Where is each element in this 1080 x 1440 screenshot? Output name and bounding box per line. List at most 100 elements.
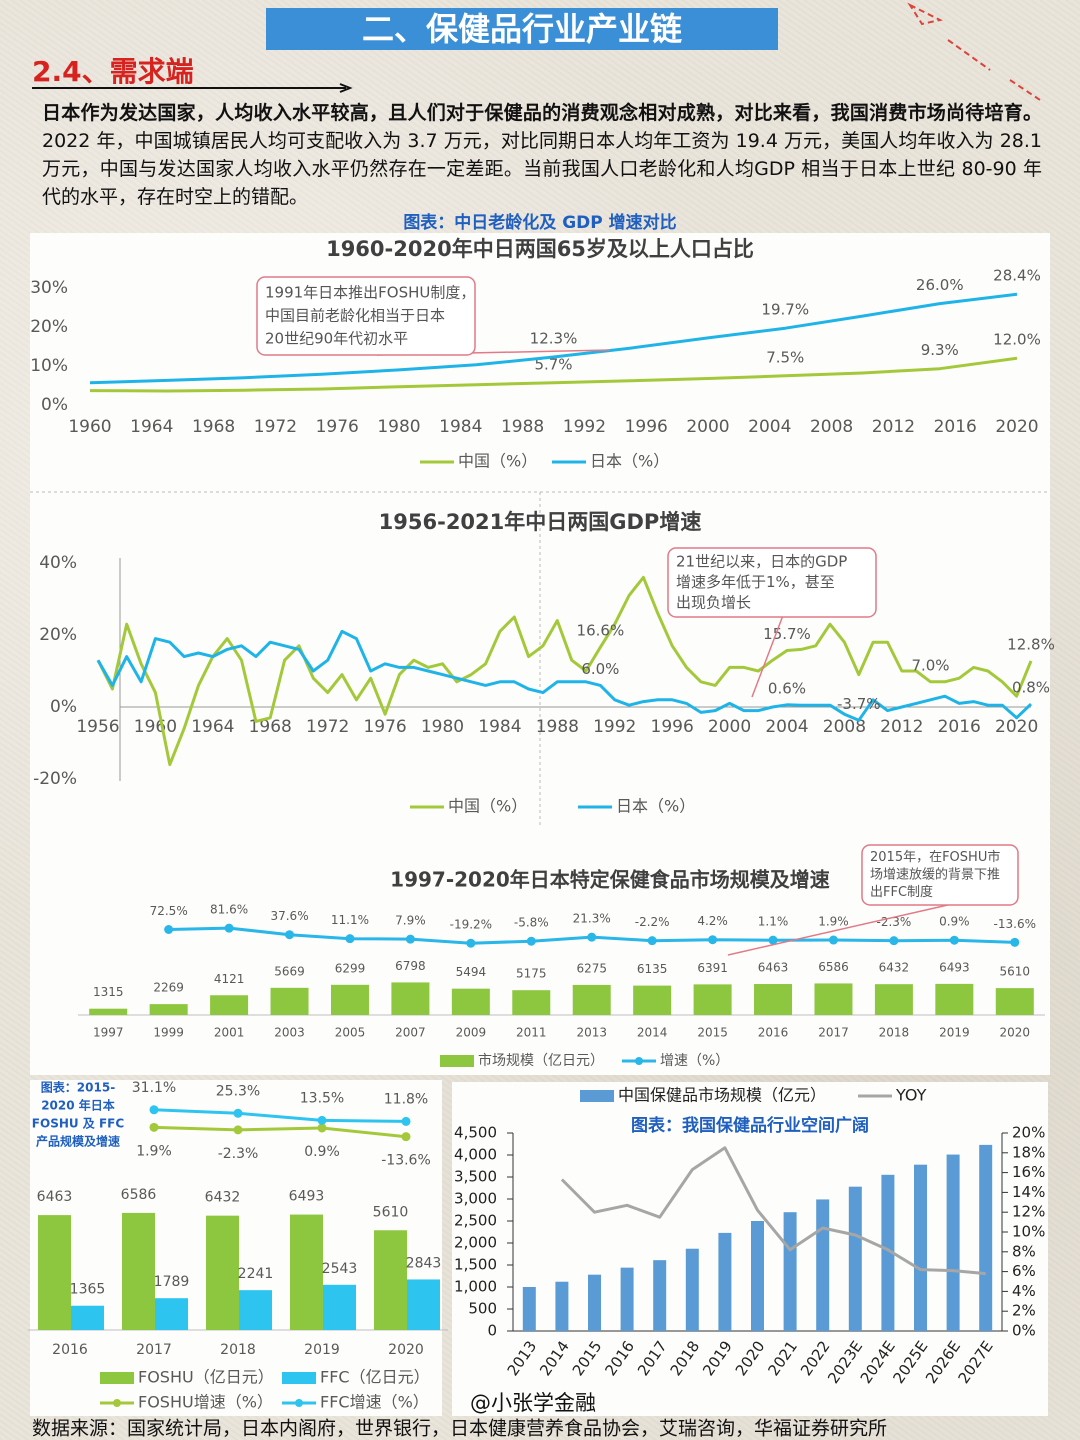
- bar: [572, 984, 611, 1015]
- data-label: 6463: [758, 961, 789, 975]
- bar: [122, 1212, 155, 1330]
- x-tick-label: 2020: [388, 1342, 424, 1358]
- data-label: 13.5%: [300, 1090, 344, 1106]
- x-tick-label: 1976: [316, 417, 359, 437]
- x-tick-label: 1992: [563, 417, 606, 437]
- data-label: 2269: [153, 981, 184, 995]
- annotation-box: [861, 844, 1019, 906]
- annotation-text: 1991年日本推出FOSHU制度，: [265, 284, 475, 302]
- data-label: 1365: [70, 1282, 106, 1298]
- data-label: -3.7%: [837, 695, 881, 713]
- x-tick-label: 2001: [214, 1026, 245, 1040]
- data-label: 1315: [93, 985, 124, 999]
- bar: [754, 984, 793, 1015]
- data-label: -19.2%: [450, 918, 492, 932]
- page-title: 二、保健品行业产业链: [362, 10, 682, 48]
- y-tick-label: 4,500: [454, 1124, 497, 1142]
- y-tick-label: 3,000: [454, 1190, 497, 1208]
- data-label: -13.6%: [381, 1153, 431, 1169]
- data-label: 6299: [335, 961, 366, 975]
- data-label: 0.9%: [939, 915, 970, 929]
- data-label: 12.8%: [1007, 635, 1055, 653]
- x-tick-label: 1972: [254, 417, 297, 437]
- line-marker: [405, 934, 415, 944]
- data-label: 0.9%: [304, 1144, 340, 1160]
- data-label: 19.7%: [761, 301, 809, 319]
- line-marker: [285, 930, 295, 940]
- x-tick-label: 2016: [52, 1342, 88, 1358]
- legend-swatch: [580, 1090, 614, 1102]
- x-tick-label: 1968: [192, 417, 235, 437]
- y2-tick-label: 12%: [1012, 1203, 1045, 1221]
- bar: [155, 1298, 188, 1330]
- data-label: 2241: [238, 1266, 274, 1282]
- x-tick-label: 1999: [153, 1026, 184, 1040]
- data-label: 5610: [1000, 965, 1031, 979]
- y2-tick-label: 0%: [1012, 1322, 1036, 1340]
- data-label: 6463: [37, 1189, 73, 1205]
- data-label: 7.5%: [766, 348, 804, 366]
- legend-label: 增速（%）: [660, 1053, 729, 1069]
- bar: [270, 987, 309, 1015]
- line-marker: [587, 932, 597, 942]
- data-label: 2543: [322, 1261, 358, 1277]
- chart-caption: 图表：2015-: [41, 1080, 115, 1095]
- bar: [290, 1214, 323, 1330]
- data-label: 5494: [456, 965, 487, 979]
- data-label: 11.1%: [331, 913, 369, 927]
- legend-label: 中国（%）: [458, 452, 537, 471]
- bar: [555, 1281, 569, 1331]
- bar: [685, 1248, 699, 1331]
- y-tick-label: 4,000: [454, 1146, 497, 1164]
- data-label: 26.0%: [916, 276, 964, 294]
- line-marker: [164, 924, 174, 934]
- data-label: 15.7%: [763, 625, 811, 643]
- chart-title: 1960-2020年中日两国65岁及以上人口占比: [326, 237, 754, 261]
- x-tick-label: 2005: [335, 1026, 366, 1040]
- x-tick-label: 2017: [136, 1342, 172, 1358]
- x-tick-label: 2017: [818, 1026, 849, 1040]
- data-label: 6586: [121, 1187, 157, 1203]
- series-line: [560, 1146, 986, 1276]
- data-label: -2.3%: [218, 1146, 259, 1162]
- paragraph-text: 2022 年，中国城镇居民人均可支配收入为 3.7 万元，对比同期日本人均年工资…: [42, 130, 1042, 208]
- x-tick-label: 2003: [274, 1026, 305, 1040]
- bar: [330, 984, 369, 1015]
- x-tick-label: 2015: [697, 1026, 728, 1040]
- bar: [814, 983, 853, 1015]
- data-label: 4.2%: [697, 914, 728, 928]
- line-marker: [149, 1122, 159, 1132]
- y2-tick-label: 18%: [1012, 1143, 1045, 1161]
- x-tick-label: 2008: [823, 717, 866, 737]
- bar: [816, 1199, 830, 1331]
- data-label: 25.3%: [216, 1083, 260, 1099]
- x-tick-label: 2013: [576, 1026, 607, 1040]
- data-label: 4121: [214, 972, 245, 986]
- watermark: @小张学金融: [470, 1391, 596, 1415]
- annotation-text: 出现负增长: [676, 593, 751, 611]
- bar: [89, 1008, 128, 1015]
- line-marker: [401, 1132, 411, 1142]
- y2-tick-label: 8%: [1012, 1242, 1036, 1260]
- x-tick-label: 1972: [306, 717, 349, 737]
- bar: [874, 984, 913, 1015]
- bar: [751, 1221, 764, 1331]
- y2-tick-label: 2%: [1012, 1302, 1036, 1320]
- series-line: [153, 1108, 407, 1123]
- data-label: 6275: [576, 961, 607, 975]
- x-tick-label: 2000: [708, 717, 751, 737]
- bar: [620, 1267, 634, 1331]
- line-marker: [317, 1123, 327, 1133]
- annotation-text: 20世纪90年代初水平: [265, 329, 408, 347]
- y2-tick-label: 4%: [1012, 1282, 1036, 1300]
- line-marker: [526, 936, 536, 946]
- bar: [693, 984, 732, 1015]
- x-tick-label: 1960: [134, 717, 177, 737]
- line-marker: [149, 1105, 159, 1115]
- legend-label: 中国保健品市场规模（亿元）: [618, 1086, 826, 1105]
- data-label: 16.6%: [577, 622, 625, 640]
- x-tick-label: 1956: [76, 717, 119, 737]
- line-marker: [949, 935, 959, 945]
- bar: [653, 1260, 667, 1331]
- x-tick-label: 1996: [625, 417, 668, 437]
